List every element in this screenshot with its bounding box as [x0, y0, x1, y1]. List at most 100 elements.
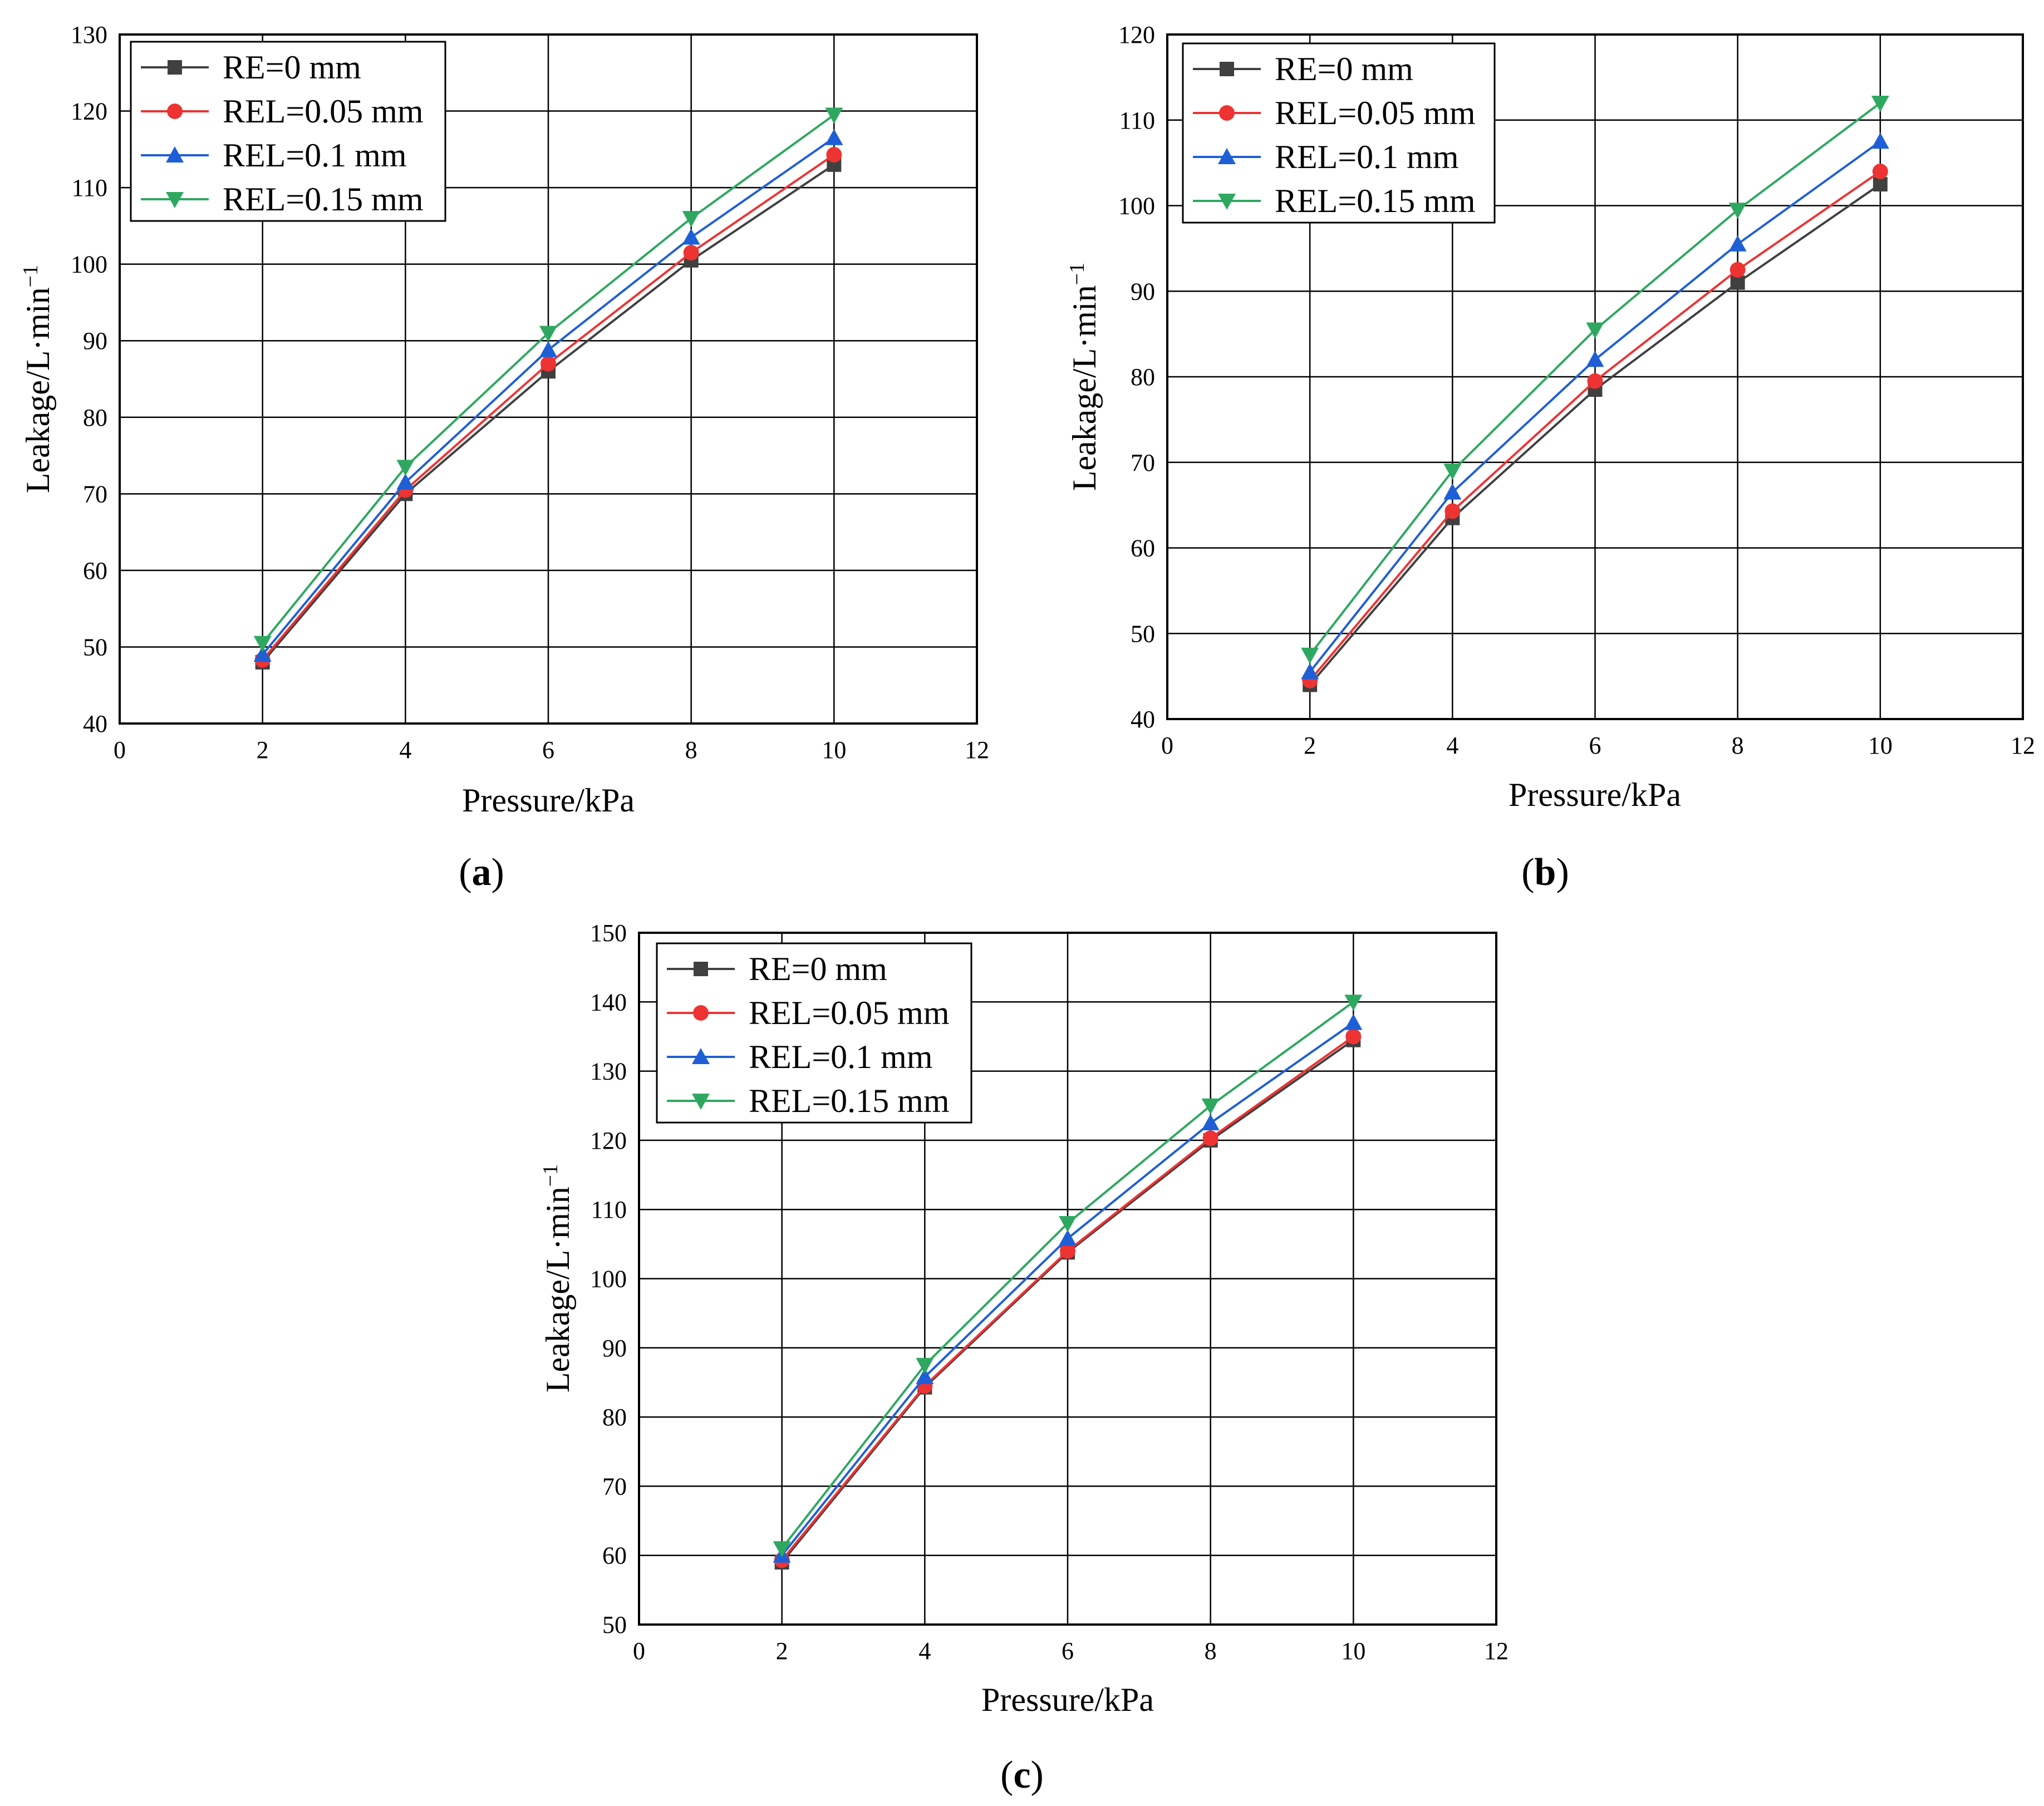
series-4 — [773, 995, 1363, 1558]
x-tick-label: 0 — [633, 1637, 645, 1665]
legend-marker — [692, 1094, 710, 1110]
y-tick-label: 60 — [83, 557, 107, 584]
caption-close: ) — [1556, 851, 1569, 894]
data-point — [916, 1357, 934, 1374]
data-point — [1202, 1130, 1218, 1146]
legend: RE=0 mm REL=0.05 mm REL=0.1 mm REL=0.15 mm — [1182, 42, 1496, 224]
y-tick-label: 70 — [1131, 449, 1155, 476]
data-point — [1059, 1216, 1077, 1233]
plot-frame — [1166, 33, 2024, 720]
legend-item: REL=0.05 mm — [141, 93, 424, 130]
data-point — [1301, 663, 1319, 680]
x-tick-label: 10 — [1341, 1637, 1365, 1665]
x-axis-label: Pressure/kPa — [462, 782, 635, 819]
x-tick-label: 12 — [1484, 1637, 1509, 1665]
legend-item: REL=0.05 mm — [667, 995, 950, 1031]
legend-box — [130, 41, 446, 222]
legend-marker — [693, 1005, 709, 1021]
y-tick-label: 60 — [602, 1542, 627, 1569]
data-point — [1443, 464, 1462, 480]
legend-item: RE=0 mm — [141, 49, 361, 86]
y-tick-label: 100 — [590, 1266, 627, 1293]
y-tick-label: 120 — [590, 1127, 627, 1154]
tick-labels: 0 2 4 6 8 10 12 40 50 60 70 80 90 100 110 120 130 — [71, 21, 989, 764]
data-point — [1871, 132, 1889, 149]
legend-label: RE=0 mm — [223, 49, 361, 86]
legend-label: REL=0.1 mm — [1275, 139, 1459, 175]
data-point — [682, 211, 700, 228]
data-point — [1873, 177, 1888, 192]
legend-marker — [1219, 105, 1235, 121]
y-tick-label: 130 — [590, 1058, 627, 1085]
data-point — [253, 636, 272, 652]
data-point — [539, 326, 557, 342]
legend-marker — [167, 104, 183, 119]
legend-item: REL=0.15 mm — [141, 181, 424, 218]
legend-marker — [692, 1048, 710, 1064]
y-axis-label: Leakage/L·min−1 — [539, 1164, 576, 1392]
x-tick-label: 12 — [965, 736, 989, 764]
panel-a: 0 2 4 6 8 10 12 40 50 60 70 80 90 100 110 120 130 RE=0 m… — [19, 21, 989, 894]
x-axis-label: Pressure/kPa — [981, 1681, 1154, 1718]
x-tick-label: 8 — [1205, 1637, 1217, 1665]
caption-open: ( — [1000, 1754, 1013, 1797]
data-point — [825, 107, 843, 124]
data-point — [1586, 351, 1604, 367]
legend-box — [656, 942, 972, 1124]
data-point — [1344, 1013, 1363, 1030]
series-3 — [253, 129, 843, 662]
data-point — [826, 146, 842, 163]
data-point — [396, 473, 415, 490]
x-tick-label: 12 — [2011, 732, 2035, 759]
x-tick-label: 0 — [114, 736, 126, 764]
y-tick-label: 140 — [590, 988, 627, 1016]
legend-marker — [1218, 194, 1236, 210]
y-tick-label: 80 — [602, 1404, 627, 1431]
x-tick-label: 4 — [1446, 732, 1458, 759]
y-axis-label: Leakage/L·min−1 — [1065, 263, 1103, 491]
y-axis-label-main: Leakage/L·min — [19, 287, 56, 493]
y-tick-label: 150 — [590, 919, 627, 947]
y-tick-label: 60 — [1131, 535, 1155, 562]
y-tick-label: 50 — [1131, 620, 1155, 647]
caption-open: ( — [1521, 851, 1534, 894]
legend-marker — [694, 962, 708, 976]
x-tick-label: 6 — [1589, 732, 1601, 759]
caption-open: ( — [459, 851, 471, 894]
legend: RE=0 mm REL=0.05 mm REL=0.1 mm REL=0.15 mm — [130, 41, 446, 222]
y-tick-label: 90 — [83, 327, 107, 355]
data-point — [825, 129, 843, 145]
plot-frame — [119, 33, 978, 725]
data-point — [1443, 483, 1462, 500]
caption-close: ) — [1031, 1754, 1044, 1797]
caption-close: ) — [492, 851, 504, 894]
x-tick-label: 2 — [257, 736, 269, 764]
data-point — [1729, 262, 1746, 278]
x-tick-label: 2 — [1304, 732, 1316, 759]
panel-caption: (a) — [459, 851, 504, 894]
x-tick-label: 8 — [1732, 732, 1744, 759]
panel-caption: (b) — [1521, 851, 1569, 894]
y-tick-label: 130 — [71, 21, 107, 48]
legend-label: REL=0.05 mm — [749, 995, 950, 1031]
caption-letter: b — [1535, 851, 1556, 894]
legend-item: REL=0.1 mm — [667, 1039, 933, 1075]
legend-label: REL=0.15 mm — [749, 1082, 950, 1119]
legend-marker — [166, 192, 184, 208]
legend-marker — [1220, 62, 1234, 76]
legend-box — [1182, 42, 1496, 224]
x-tick-label: 8 — [685, 736, 697, 764]
tick-labels: 0 2 4 6 8 10 12 50 60 70 80 90 100 110 120 130 140 150 — [590, 919, 1509, 1665]
y-tick-label: 80 — [1131, 363, 1155, 391]
y-tick-label: 120 — [71, 98, 107, 125]
data-point — [1060, 1243, 1075, 1259]
data-series — [253, 107, 843, 670]
series-4 — [1301, 96, 1889, 664]
series-3 — [1301, 132, 1889, 680]
y-tick-label: 100 — [71, 251, 107, 278]
legend-label: RE=0 mm — [749, 951, 887, 987]
legend-item: REL=0.1 mm — [141, 137, 407, 174]
legend-label: REL=0.1 mm — [223, 137, 407, 174]
y-tick-label: 50 — [83, 633, 107, 661]
